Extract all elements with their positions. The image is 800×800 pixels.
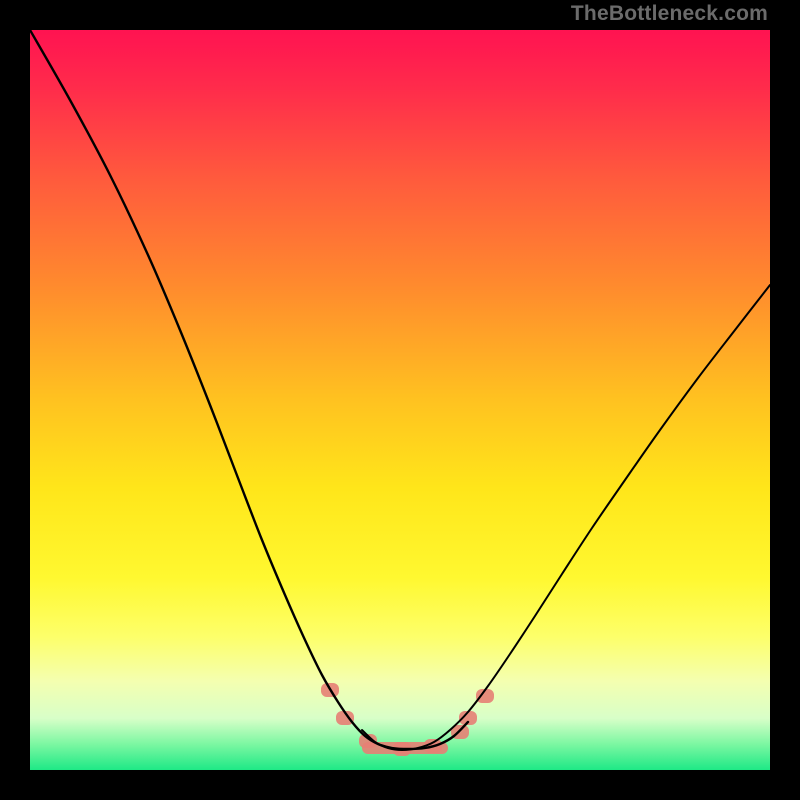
plot-area [30,30,770,770]
chart-frame: TheBottleneck.com [0,0,800,800]
curve-left_swoop [30,30,468,749]
watermark-label: TheBottleneck.com [571,2,768,26]
trough-markers [321,683,494,756]
v-curves [30,30,770,750]
curve-right_swoop [362,285,770,750]
curves-layer [30,30,770,770]
